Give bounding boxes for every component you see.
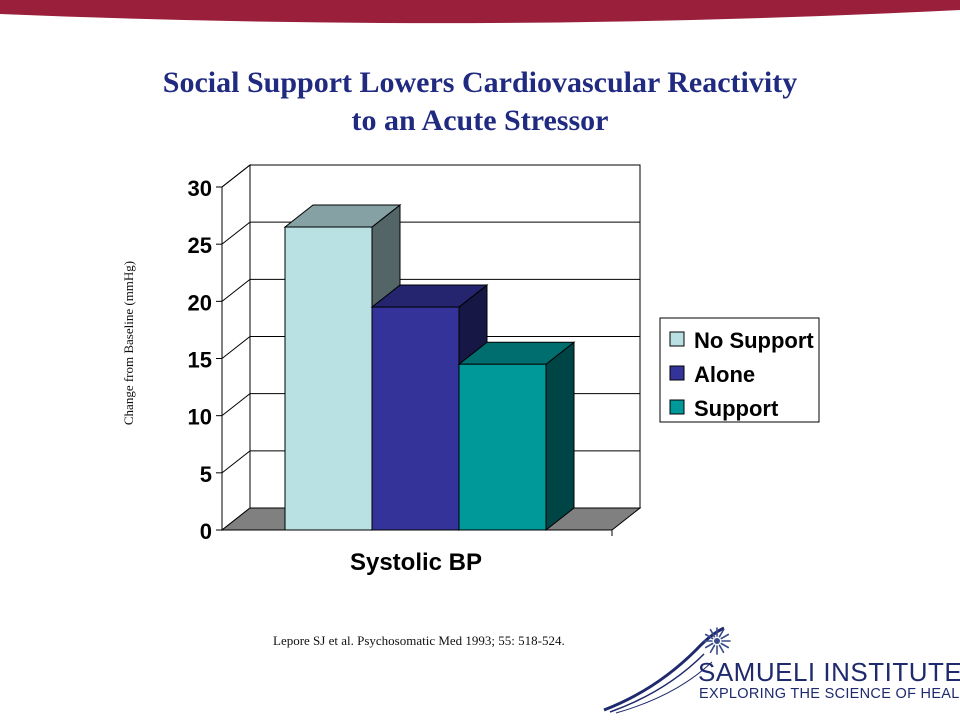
gridline <box>221 164 640 188</box>
bar-front <box>284 226 373 531</box>
bar-front <box>458 363 547 531</box>
legend-swatch <box>669 365 685 381</box>
legend-box <box>659 317 820 423</box>
gridline <box>221 221 640 245</box>
bar-support <box>457 341 576 532</box>
gridline <box>221 336 640 359</box>
chart-bars <box>283 203 576 532</box>
legend-swatch <box>669 331 685 347</box>
title-line-2: to an Acute Stressor <box>351 104 609 137</box>
top-band <box>0 0 960 24</box>
samueli-logo-swoosh <box>603 626 725 714</box>
legend-label: No Support <box>694 328 814 353</box>
slide-title: Social Support Lowers Cardiovascular Rea… <box>80 64 880 140</box>
y-tick-label: 25 <box>188 233 212 258</box>
bar-no-support <box>283 203 402 532</box>
y-tick-label: 15 <box>188 348 212 373</box>
legend-swatch <box>669 399 685 415</box>
bar-side <box>545 341 575 532</box>
citation: Lepore SJ et al. Psychosomatic Med 1993;… <box>273 633 565 648</box>
x-category-label: Systolic BP <box>350 549 482 576</box>
gridline <box>221 278 640 302</box>
y-tick-label: 0 <box>200 519 212 544</box>
legend-label: Alone <box>694 362 755 387</box>
y-tick-label: 20 <box>188 290 212 315</box>
bar-front <box>371 306 460 531</box>
starburst-icon <box>703 627 731 655</box>
y-tick-label: 10 <box>188 405 212 430</box>
title-line-1: Social Support Lowers Cardiovascular Rea… <box>162 66 798 99</box>
y-tick-label: 30 <box>188 176 212 201</box>
y-tick-label: 5 <box>200 462 212 487</box>
legend-label: Support <box>694 396 779 421</box>
chart-legend: No Support Alone Support <box>659 317 820 423</box>
y-axis-label: Change from Baseline (mmHg) <box>121 261 136 425</box>
logo-tagline: EXPLORING THE SCIENCE OF HEALING <box>699 686 960 702</box>
bar-alone <box>370 284 489 532</box>
logo-name: SAMUELI INSTITUTE <box>698 657 960 687</box>
